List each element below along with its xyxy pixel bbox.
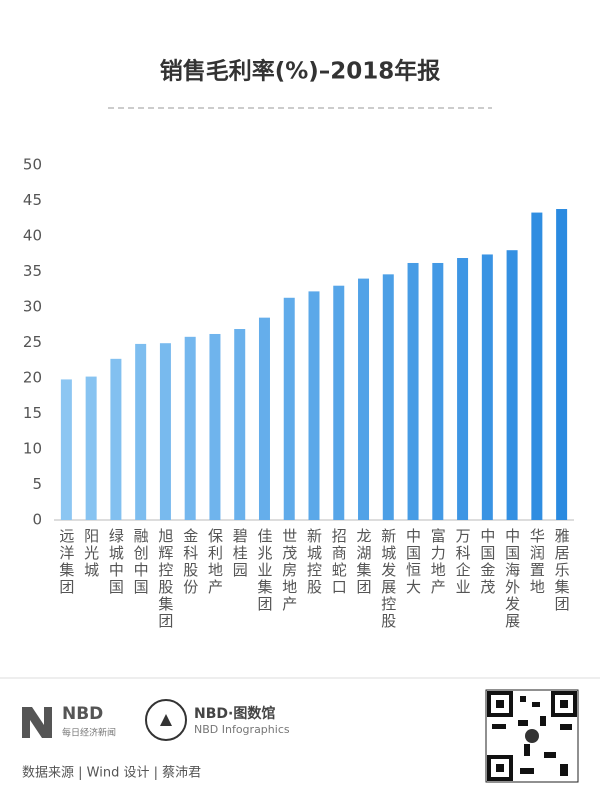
y-tick-label: 40 xyxy=(23,227,42,245)
y-tick-label: 50 xyxy=(23,156,42,174)
x-tick-label: 龙湖集团 xyxy=(355,528,373,596)
qr-code xyxy=(485,689,579,783)
bar xyxy=(283,297,295,520)
bar xyxy=(159,343,171,520)
bar xyxy=(333,285,345,520)
y-tick-label: 30 xyxy=(23,298,42,316)
nbd-logo xyxy=(22,707,52,738)
bar xyxy=(382,274,394,520)
credits: 数据来源 | Wind 设计 | 蔡沛君 xyxy=(22,766,201,781)
brand-sub: 每日经济新闻 xyxy=(62,727,116,739)
bar xyxy=(481,254,493,520)
y-tick-label: 25 xyxy=(23,333,42,351)
bar xyxy=(209,333,221,520)
x-tick-label: 中国海外发展 xyxy=(503,528,521,630)
x-tick-label: 旭辉控股集团 xyxy=(156,528,174,630)
y-tick-label: 20 xyxy=(23,369,42,387)
x-tick-label: 雅居乐集团 xyxy=(553,528,571,613)
x-tick-label: 万科企业 xyxy=(454,528,472,596)
infographics-sub: NBD Infographics xyxy=(194,723,290,736)
infographics-icon xyxy=(160,714,172,726)
bar xyxy=(556,209,568,520)
x-tick-label: 保利地产 xyxy=(206,528,224,596)
bar xyxy=(234,329,246,520)
x-tick-label: 碧桂园 xyxy=(231,528,249,579)
bar xyxy=(184,336,196,520)
y-tick-label: 15 xyxy=(23,404,42,422)
y-tick-label: 10 xyxy=(23,440,42,458)
bar xyxy=(135,343,147,520)
bar xyxy=(457,258,469,520)
x-tick-label: 新城发展控股 xyxy=(379,528,397,630)
bar xyxy=(506,250,518,520)
x-tick-label: 华润置地 xyxy=(528,528,546,596)
y-tick-label: 5 xyxy=(32,475,42,493)
bar xyxy=(85,376,97,520)
x-tick-label: 新城控股 xyxy=(305,528,323,596)
bar xyxy=(432,262,444,520)
x-tick-label: 金科股份 xyxy=(181,528,199,596)
x-tick-label: 融创中国 xyxy=(132,528,150,596)
x-tick-label: 富力地产 xyxy=(429,527,447,596)
bar xyxy=(531,212,543,520)
bar xyxy=(407,262,419,520)
bar xyxy=(110,358,122,520)
x-tick-label: 阳光城 xyxy=(82,528,100,579)
x-tick-label: 招商蛇口 xyxy=(330,528,348,596)
brand: NBD xyxy=(62,704,103,724)
bar xyxy=(358,278,370,520)
x-tick-label: 中国金茂 xyxy=(478,528,496,596)
chart-title: 销售毛利率(%)–2018年报 xyxy=(160,58,441,85)
x-tick-label: 远洋集团 xyxy=(57,528,75,596)
y-tick-label: 35 xyxy=(23,262,42,280)
x-tick-label: 绿城中国 xyxy=(107,528,125,596)
x-tick-label: 世茂房地产 xyxy=(280,528,298,613)
y-tick-label: 45 xyxy=(23,191,42,209)
x-tick-label: 中国恒大 xyxy=(404,528,422,596)
infographics: NBD·图数馆 xyxy=(194,705,275,722)
bar xyxy=(308,291,320,520)
x-tick-label: 佳兆业集团 xyxy=(255,528,273,613)
infographics-logo xyxy=(145,699,187,741)
bar xyxy=(60,379,72,520)
bar xyxy=(258,317,270,520)
y-tick-label: 0 xyxy=(32,511,42,529)
